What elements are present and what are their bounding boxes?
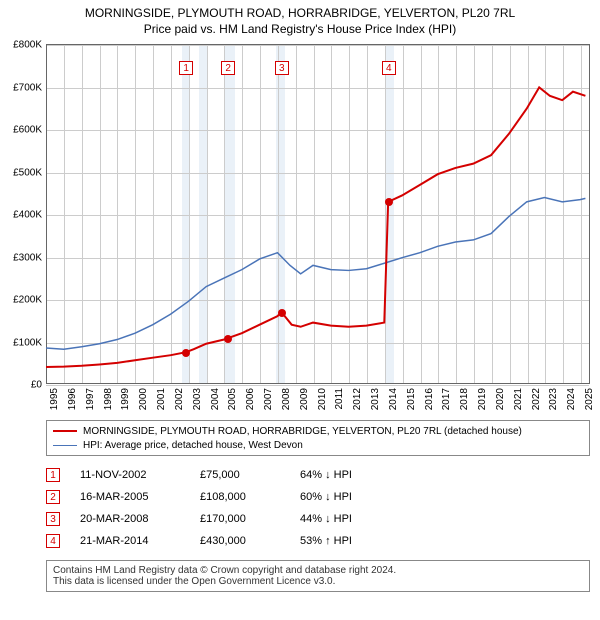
sale-marker: 4 xyxy=(46,534,60,548)
sale-marker: 2 xyxy=(46,490,60,504)
sale-date: 20-MAR-2008 xyxy=(80,513,180,525)
sale-price: £108,000 xyxy=(200,491,280,503)
y-tick-label: £700K xyxy=(13,82,42,93)
x-tick-label: 2007 xyxy=(263,388,274,410)
x-tick-label: 2016 xyxy=(424,388,435,410)
chart-container: MORNINGSIDE, PLYMOUTH ROAD, HORRABRIDGE,… xyxy=(0,0,600,592)
sales-row: 3 20-MAR-2008 £170,000 44% ↓ HPI xyxy=(46,508,590,530)
legend-row-property: MORNINGSIDE, PLYMOUTH ROAD, HORRABRIDGE,… xyxy=(53,424,583,438)
y-tick-label: £300K xyxy=(13,252,42,263)
sale-price: £75,000 xyxy=(200,469,280,481)
x-tick-label: 2010 xyxy=(317,388,328,410)
x-tick-label: 2006 xyxy=(245,388,256,410)
sales-row: 4 21-MAR-2014 £430,000 53% ↑ HPI xyxy=(46,530,590,552)
y-tick-label: £500K xyxy=(13,167,42,178)
x-tick-label: 2013 xyxy=(370,388,381,410)
sale-marker: 1 xyxy=(46,468,60,482)
x-tick-label: 2005 xyxy=(227,388,238,410)
legend-label-hpi: HPI: Average price, detached house, West… xyxy=(83,440,303,451)
legend-swatch-property xyxy=(53,430,77,432)
x-tick-label: 2012 xyxy=(352,388,363,410)
footer-line2: This data is licensed under the Open Gov… xyxy=(53,576,583,587)
title-main: MORNINGSIDE, PLYMOUTH ROAD, HORRABRIDGE,… xyxy=(4,6,596,20)
sale-marker-box: 1 xyxy=(179,61,193,75)
legend-label-property: MORNINGSIDE, PLYMOUTH ROAD, HORRABRIDGE,… xyxy=(83,426,522,437)
plot-inner: £0£100K£200K£300K£400K£500K£600K£700K£80… xyxy=(46,45,589,384)
x-tick-label: 2009 xyxy=(299,388,310,410)
x-tick-label: 2019 xyxy=(477,388,488,410)
plot-area: £0£100K£200K£300K£400K£500K£600K£700K£80… xyxy=(46,44,590,384)
y-tick-label: £200K xyxy=(13,295,42,306)
y-tick-label: £0 xyxy=(31,380,42,391)
x-tick-label: 2023 xyxy=(548,388,559,410)
x-tick-label: 1997 xyxy=(85,388,96,410)
x-tick-label: 2025 xyxy=(584,388,595,410)
sale-marker: 3 xyxy=(46,512,60,526)
y-tick-label: £400K xyxy=(13,210,42,221)
x-tick-label: 2003 xyxy=(192,388,203,410)
x-tick-label: 2002 xyxy=(174,388,185,410)
gridline-h xyxy=(46,385,589,386)
x-tick-label: 1995 xyxy=(49,388,60,410)
x-tick-label: 2008 xyxy=(281,388,292,410)
sale-date: 11-NOV-2002 xyxy=(80,469,180,481)
title-block: MORNINGSIDE, PLYMOUTH ROAD, HORRABRIDGE,… xyxy=(0,0,600,40)
x-tick-label: 2015 xyxy=(406,388,417,410)
x-tick-label: 2024 xyxy=(566,388,577,410)
sale-delta: 64% ↓ HPI xyxy=(300,469,400,481)
sale-delta: 44% ↓ HPI xyxy=(300,513,400,525)
footer-line1: Contains HM Land Registry data © Crown c… xyxy=(53,565,583,576)
x-tick-label: 2017 xyxy=(441,388,452,410)
sales-row: 1 11-NOV-2002 £75,000 64% ↓ HPI xyxy=(46,464,590,486)
sale-dot xyxy=(224,335,232,343)
sale-delta: 53% ↑ HPI xyxy=(300,535,400,547)
sale-dot xyxy=(278,309,286,317)
sale-delta: 60% ↓ HPI xyxy=(300,491,400,503)
x-tick-label: 1998 xyxy=(103,388,114,410)
sale-marker-box: 2 xyxy=(221,61,235,75)
sale-dot xyxy=(182,349,190,357)
title-sub: Price paid vs. HM Land Registry's House … xyxy=(4,22,596,36)
sales-row: 2 16-MAR-2005 £108,000 60% ↓ HPI xyxy=(46,486,590,508)
y-tick-label: £800K xyxy=(13,40,42,51)
series-hpi xyxy=(46,198,585,350)
y-tick-label: £100K xyxy=(13,337,42,348)
sale-price: £430,000 xyxy=(200,535,280,547)
x-tick-label: 1999 xyxy=(120,388,131,410)
x-tick-label: 2000 xyxy=(138,388,149,410)
sale-marker-box: 4 xyxy=(382,61,396,75)
x-tick-label: 2011 xyxy=(334,388,345,410)
series-svg xyxy=(46,45,589,384)
legend-swatch-hpi xyxy=(53,445,77,446)
x-tick-label: 1996 xyxy=(67,388,78,410)
sale-dot xyxy=(385,198,393,206)
x-tick-label: 2022 xyxy=(531,388,542,410)
sales-table: 1 11-NOV-2002 £75,000 64% ↓ HPI 2 16-MAR-2005… xyxy=(46,464,590,552)
y-tick-label: £600K xyxy=(13,125,42,136)
x-tick-label: 2004 xyxy=(210,388,221,410)
sale-date: 21-MAR-2014 xyxy=(80,535,180,547)
legend-row-hpi: HPI: Average price, detached house, West… xyxy=(53,438,583,452)
legend: MORNINGSIDE, PLYMOUTH ROAD, HORRABRIDGE,… xyxy=(46,420,590,456)
x-tick-label: 2021 xyxy=(513,388,524,410)
x-tick-label: 2014 xyxy=(388,388,399,410)
x-tick-label: 2020 xyxy=(495,388,506,410)
sale-price: £170,000 xyxy=(200,513,280,525)
x-tick-label: 2018 xyxy=(459,388,470,410)
series-property xyxy=(46,87,585,367)
sale-marker-box: 3 xyxy=(275,61,289,75)
sale-date: 16-MAR-2005 xyxy=(80,491,180,503)
x-tick-label: 2001 xyxy=(156,388,167,410)
footer: Contains HM Land Registry data © Crown c… xyxy=(46,560,590,592)
